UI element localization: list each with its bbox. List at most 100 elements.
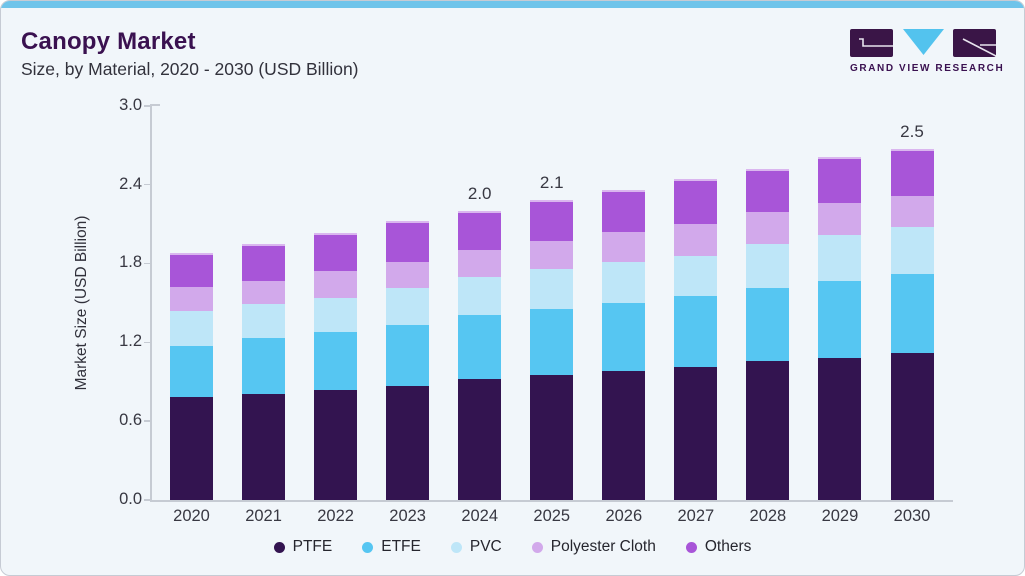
bar-segment-pvc [314,297,358,332]
legend-item-etfe: ETFE [362,538,421,556]
bar-segment-ptfe [818,358,862,500]
bar-segment-polyester-cloth [314,271,358,298]
y-tick-mark [144,183,150,186]
bar-segment-pvc [530,268,574,310]
y-tick-label: 0.0 [119,490,142,508]
bar-segment-others [386,221,430,263]
legend-swatch-icon [531,541,543,553]
bar-2028 [746,168,790,500]
bar-2025 [530,200,574,500]
y-tick-mark [144,341,150,344]
bar-segment-polyester-cloth [674,224,718,256]
bar-segment-polyester-cloth [530,241,574,269]
bar-segment-polyester-cloth [746,212,790,244]
bar-segment-ptfe [530,375,574,500]
x-tick-label-2028: 2028 [749,507,787,525]
bar-segment-pvc [890,226,934,274]
bar-segment-etfe [530,309,574,376]
legend-item-ptfe: PTFE [273,538,333,556]
bar-segment-etfe [746,288,790,361]
bar-segment-pvc [458,276,502,315]
bar-segment-ptfe [386,385,430,500]
legend-item-pvc: PVC [450,538,502,556]
bar-segment-polyester-cloth [170,287,213,311]
bar-value-label-2024: 2.0 [467,183,492,203]
legend-label: PVC [469,538,502,555]
y-axis-top-cap [150,104,160,106]
bar-segment-pvc [746,243,790,289]
bar-2024 [458,210,502,500]
bar-segment-ptfe [458,379,502,500]
x-tick-label-2023: 2023 [389,507,426,525]
bar-2021 [242,243,286,500]
bar-2022 [314,233,358,500]
page-title: Canopy Market [21,28,196,55]
accent-top-bar [1,1,1024,8]
logo-v-icon [902,29,944,55]
bar-segment-others [458,210,502,251]
bar-segment-ptfe [746,360,790,500]
bar-segment-etfe [890,273,934,353]
bar-segment-others [170,252,213,288]
legend-swatch-icon [273,541,285,553]
bar-2030 [890,149,934,500]
grand-view-research-logo: GRAND VIEW RESEARCH [850,29,1005,74]
bar-segment-others [242,243,286,281]
bar-value-label-2030: 2.5 [900,122,924,142]
bar-segment-others [602,189,646,232]
bar-segment-etfe [818,280,862,359]
logo-g-icon [850,29,893,57]
logo-wordmark: GRAND VIEW RESEARCH [850,63,1005,74]
bar-2029 [818,157,862,500]
bar-segment-etfe [386,325,430,386]
y-tick-label: 3.0 [119,95,142,114]
y-axis-title: Market Size (USD Billion) [73,215,90,391]
bar-segment-pvc [242,304,286,339]
bar-segment-others [674,179,718,225]
bar-segment-others [530,200,574,242]
y-tick-label: 0.6 [119,411,142,430]
bar-2027 [674,179,718,500]
bar-segment-etfe [170,346,213,398]
bar-segment-others [818,157,862,204]
y-tick-mark [144,420,150,422]
y-tick-mark [144,105,150,107]
y-axis-line [150,104,152,501]
x-tick-label-2025: 2025 [533,507,571,525]
legend-label: Others [704,538,752,555]
y-tick-label: 2.4 [119,174,142,193]
bar-segment-etfe [314,331,358,390]
bar-segment-ptfe [602,371,646,500]
bar-segment-ptfe [314,389,358,500]
y-tick-mark [144,262,150,265]
bar-segment-others [746,168,790,213]
x-tick-label-2027: 2027 [677,507,715,525]
bar-segment-others [314,233,358,272]
bar-segment-ptfe [890,352,934,500]
bar-segment-etfe [458,314,502,380]
bar-segment-pvc [386,288,430,326]
legend-item-others: Others [685,538,752,556]
legend-label: ETFE [381,538,421,555]
legend-swatch-icon [362,541,374,553]
bar-value-label-2025: 2.1 [539,173,564,193]
bar-segment-polyester-cloth [602,231,646,263]
bar-segment-pvc [818,234,862,281]
bar-segment-others [890,149,934,197]
bar-2020 [170,252,213,500]
x-tick-label-2022: 2022 [317,507,354,525]
chart-legend: PTFE ETFE PVC Polyester Cloth Others [1,538,1024,556]
x-tick-label-2030: 2030 [893,507,931,525]
bar-segment-etfe [602,302,646,372]
y-tick-mark [144,499,150,501]
bar-segment-polyester-cloth [386,262,430,289]
bar-segment-ptfe [242,393,286,500]
bar-segment-polyester-cloth [890,196,934,227]
chart-subtitle: Size, by Material, 2020 - 2030 (USD Bill… [21,59,359,79]
logo-marks [850,29,996,57]
x-tick-label-2026: 2026 [605,507,643,525]
y-tick-label: 1.2 [119,332,142,351]
legend-label: PTFE [292,538,333,555]
bar-segment-etfe [242,338,286,394]
